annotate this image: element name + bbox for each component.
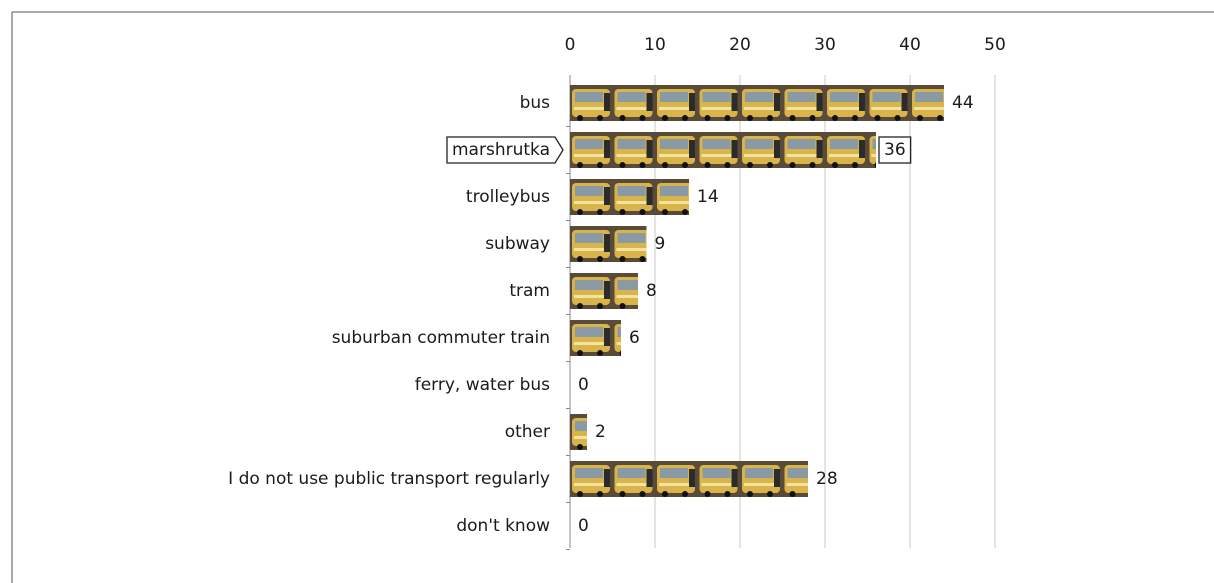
bar xyxy=(570,414,587,450)
x-tick-label: 50 xyxy=(984,35,1006,55)
y-tick-label: suburban commuter train xyxy=(332,328,550,348)
highlight-label-box xyxy=(446,136,564,164)
value-label: 28 xyxy=(816,469,838,489)
value-label: 0 xyxy=(578,375,589,395)
value-label: 44 xyxy=(952,93,974,113)
bar xyxy=(570,85,944,121)
value-label: 14 xyxy=(697,187,719,207)
y-tick-label: ferry, water bus xyxy=(415,375,550,395)
value-label: 2 xyxy=(595,422,606,442)
bar xyxy=(570,320,621,356)
y-tick-label: bus xyxy=(520,93,551,113)
bar xyxy=(570,179,689,215)
value-label: 36 xyxy=(884,140,906,160)
x-tick-label: 20 xyxy=(729,35,751,55)
bar xyxy=(570,132,876,168)
bar xyxy=(570,273,638,309)
y-tick-label: marshrutka xyxy=(452,140,550,160)
bar xyxy=(570,461,808,497)
value-label: 8 xyxy=(646,281,657,301)
x-tick-label: 10 xyxy=(644,35,666,55)
x-tick-label: 40 xyxy=(899,35,921,55)
y-tick-label: don't know xyxy=(456,516,550,536)
highlight-value-box xyxy=(878,136,912,164)
y-tick-label: I do not use public transport regularly xyxy=(228,469,550,489)
y-tick-label: subway xyxy=(485,234,550,254)
value-label: 0 xyxy=(578,516,589,536)
y-tick-label: other xyxy=(505,422,550,442)
y-tick-label: trolleybus xyxy=(466,187,550,207)
value-label: 6 xyxy=(629,328,640,348)
y-tick-label: tram xyxy=(509,281,550,301)
bar xyxy=(570,226,647,262)
value-label: 9 xyxy=(655,234,666,254)
x-tick-label: 0 xyxy=(565,35,576,55)
x-tick-label: 30 xyxy=(814,35,836,55)
